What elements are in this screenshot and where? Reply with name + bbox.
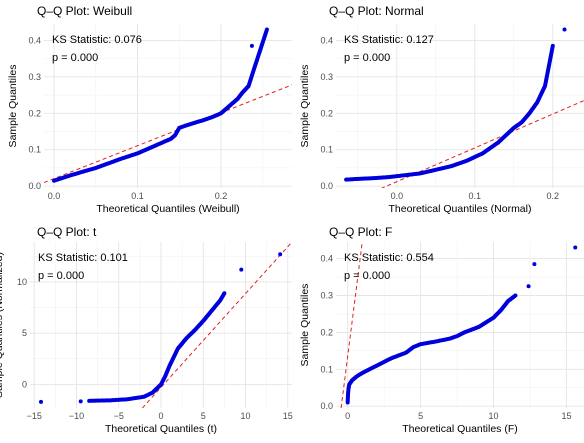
y-tick-label: 0.1 bbox=[28, 145, 41, 155]
y-tick-label: 0.2 bbox=[28, 108, 41, 118]
data-point bbox=[264, 27, 269, 32]
reference-line bbox=[44, 84, 292, 183]
plot-title: Q–Q Plot: t bbox=[37, 225, 97, 239]
x-tick-label: 0.0 bbox=[48, 191, 61, 201]
sample-points bbox=[345, 245, 578, 405]
p-value: p = 0.000 bbox=[38, 270, 84, 282]
x-tick-label: 10 bbox=[241, 411, 251, 421]
data-point bbox=[78, 399, 83, 404]
x-tick-label: −15 bbox=[27, 411, 42, 421]
data-point bbox=[249, 43, 254, 48]
sample-points bbox=[52, 27, 269, 183]
y-tick-label: 0.0 bbox=[28, 181, 41, 191]
p-value: p = 0.000 bbox=[344, 52, 390, 64]
data-point bbox=[573, 245, 578, 250]
data-point bbox=[513, 293, 518, 298]
y-tick-label: 0.4 bbox=[28, 35, 41, 45]
y-tick-label: 0 bbox=[22, 379, 27, 389]
data-point bbox=[239, 267, 244, 272]
reference-line bbox=[380, 100, 584, 188]
data-point bbox=[38, 399, 43, 404]
ks-statistic: KS Statistic: 0.101 bbox=[38, 252, 128, 264]
ks-statistic: KS Statistic: 0.076 bbox=[52, 34, 142, 46]
y-axis-label: Sample Quantiles bbox=[299, 65, 311, 148]
data-point bbox=[562, 27, 567, 32]
data-point bbox=[532, 262, 537, 267]
x-tick-label: 5 bbox=[201, 411, 206, 421]
x-tick-label: −10 bbox=[69, 411, 84, 421]
x-tick-label: 5 bbox=[418, 411, 423, 421]
qq-panel: 0 5 10 15 0.0 0.1 0.2 0.3 0.4 KS Statistic: 0.554… bbox=[299, 225, 584, 435]
data-point bbox=[526, 284, 531, 289]
y-tick-label: 0.1 bbox=[320, 145, 333, 155]
x-tick-label: 0.2 bbox=[215, 191, 228, 201]
y-tick-label: 0.0 bbox=[320, 181, 333, 191]
x-tick-label: 15 bbox=[283, 411, 293, 421]
x-tick-label: 10 bbox=[489, 411, 499, 421]
y-tick-label: 0.2 bbox=[320, 108, 333, 118]
y-tick-label: 10 bbox=[17, 277, 27, 287]
y-tick-label: 0.4 bbox=[320, 35, 333, 45]
y-tick-label: 0.4 bbox=[320, 254, 333, 264]
sample-points bbox=[344, 27, 567, 182]
p-value: p = 0.000 bbox=[344, 270, 390, 282]
reference-line bbox=[142, 242, 292, 408]
y-tick-label: 0.1 bbox=[320, 364, 333, 374]
plot-title: Q–Q Plot: F bbox=[329, 225, 392, 239]
x-axis-label: Theoretical Quantiles (t) bbox=[105, 423, 217, 435]
x-axis-label: Theoretical Quantiles (F) bbox=[402, 423, 518, 435]
x-tick-label: −5 bbox=[114, 411, 124, 421]
x-tick-label: 0 bbox=[158, 411, 163, 421]
ks-statistic: KS Statistic: 0.554 bbox=[344, 252, 434, 264]
plot-title: Q–Q Plot: Normal bbox=[329, 4, 424, 18]
y-tick-label: 5 bbox=[22, 328, 27, 338]
x-axis-label: Theoretical Quantiles (Weibull) bbox=[96, 203, 239, 215]
p-value: p = 0.000 bbox=[52, 52, 98, 64]
qq-panel: 0.0 0.1 0.2 0.0 0.1 0.2 0.3 0.4 KS Statistic: 0.… bbox=[7, 4, 292, 215]
ks-statistic: KS Statistic: 0.127 bbox=[344, 34, 434, 46]
data-point bbox=[278, 252, 283, 257]
y-axis-label: Sample Quantiles bbox=[7, 65, 19, 148]
y-tick-label: 0.3 bbox=[320, 72, 333, 82]
qq-panel: 0.0 0.1 0.2 0.0 0.1 0.2 0.3 0.4 KS Statistic: 0.… bbox=[299, 4, 584, 215]
x-tick-label: 0.2 bbox=[547, 191, 560, 201]
data-point bbox=[222, 291, 227, 296]
y-axis-label: Sample Quantiles bbox=[299, 284, 311, 367]
sample-points bbox=[38, 252, 283, 404]
x-tick-label: 0.1 bbox=[131, 191, 144, 201]
qq-panel: −15 −10 −5 0 5 10 15 0 5 10 KS Statistic: 0.101 p =… bbox=[0, 225, 293, 435]
plot-title: Q–Q Plot: Weibull bbox=[37, 4, 132, 18]
x-axis-label: Theoretical Quantiles (Normal) bbox=[389, 203, 532, 215]
x-tick-label: 0.1 bbox=[469, 191, 482, 201]
y-tick-label: 0.3 bbox=[320, 290, 333, 300]
y-axis-label: Sample Quantiles (Normalized) bbox=[0, 252, 5, 398]
x-tick-label: 0 bbox=[345, 411, 350, 421]
data-point bbox=[550, 43, 555, 48]
y-tick-label: 0.2 bbox=[320, 327, 333, 337]
x-tick-label: 15 bbox=[561, 411, 571, 421]
y-tick-label: 0.0 bbox=[320, 401, 333, 411]
y-tick-label: 0.3 bbox=[28, 72, 41, 82]
x-tick-label: 0.0 bbox=[391, 191, 404, 201]
